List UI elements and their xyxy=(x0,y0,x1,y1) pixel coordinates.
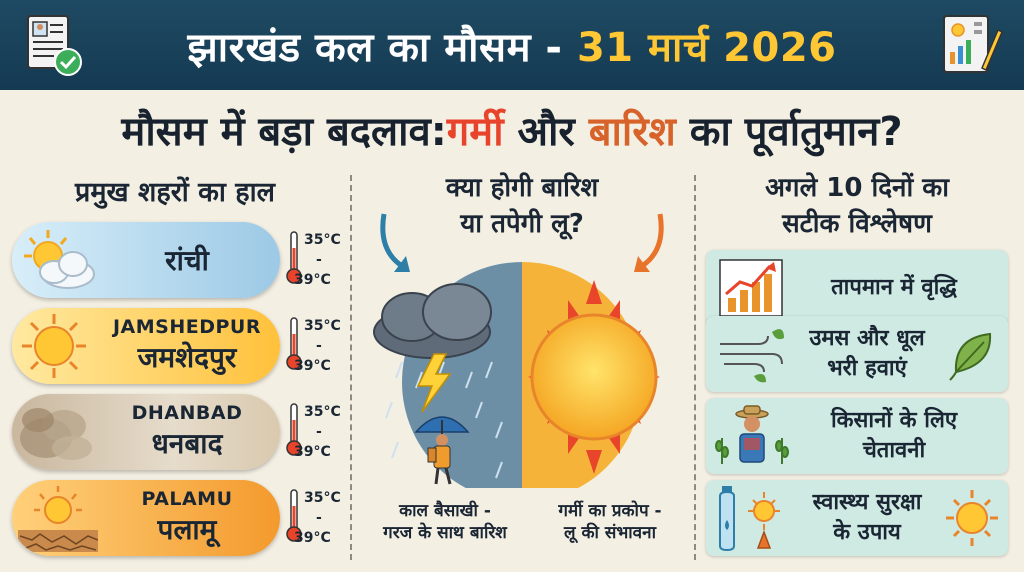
umbrella-person-icon xyxy=(414,416,470,485)
analysis-card-health: स्वास्थ्य सुरक्षा के उपाय xyxy=(706,480,1008,556)
temp-high: 39°C xyxy=(294,272,331,288)
analysis-card-farmers: किसानों के लिए चेतावनी xyxy=(706,398,1008,474)
leaf-icon xyxy=(949,332,992,381)
temp-high: 39°C xyxy=(294,530,331,546)
analysis-card-text: किसानों के लिए चेतावनी xyxy=(790,398,998,474)
analysis-card-text: उमस और धूल भरी हवाएं xyxy=(790,316,944,392)
sun-icon xyxy=(946,490,998,546)
right-column-title: अगले 10 दिनों का सटीक विश्लेषण xyxy=(706,170,1008,242)
middle-column-title: क्या होगी बारिश या तपेगी लू? xyxy=(362,170,682,242)
city-card-dhanbad: DHANBAD धनबाद xyxy=(12,394,280,470)
storm-cloud-icon xyxy=(373,283,492,359)
caption-heat-line2: लू की संभावना xyxy=(564,523,656,543)
analysis-card-line2: चेतावनी xyxy=(862,438,926,463)
bar-chart-rising-icon xyxy=(719,259,783,317)
caption-rain: काल बैसाखी - गरज के साथ बारिश xyxy=(360,500,530,544)
city-names: रांची xyxy=(102,222,272,298)
temp-high: 39°C xyxy=(294,444,331,460)
curved-arrow-left-icon xyxy=(380,213,410,272)
headline-part2: और xyxy=(503,108,589,155)
analysis-card-line2: के उपाय xyxy=(833,520,901,545)
right-title-line2: सटीक विश्लेषण xyxy=(782,209,932,239)
headline: मौसम में बड़ा बदलाव: गर्मी और बारिश का प… xyxy=(0,94,1024,164)
city-name-hindi: रांची xyxy=(165,244,209,277)
city-card-jamshedpur: JAMSHEDPUR जमशेदपुर xyxy=(12,308,280,384)
sun-cloud-icon xyxy=(24,230,95,289)
lightning-icon xyxy=(416,353,452,413)
top-banner: झारखंड कल का मौसम - 31 मार्च 2026 xyxy=(0,0,1024,90)
thermometer-icon xyxy=(286,317,302,370)
water-bottle-sun-icon xyxy=(719,486,780,552)
farmer-icon xyxy=(715,405,789,464)
headline-part1: मौसम में बड़ा बदलाव: xyxy=(121,108,447,155)
sun-icon xyxy=(22,314,86,378)
temp-dash: - xyxy=(316,338,322,354)
city-names: DHANBAD धनबाद xyxy=(102,394,272,470)
temp-dash: - xyxy=(316,252,322,268)
analysis-card-line2: भरी हवाएं xyxy=(827,356,907,381)
headline-rain: बारिश xyxy=(588,108,676,155)
thermometer-icon xyxy=(286,403,302,456)
analysis-card-humidity-dust: उमस और धूल भरी हवाएं xyxy=(706,316,1008,392)
curved-arrow-right-icon xyxy=(634,213,664,272)
city-name-english: DHANBAD xyxy=(131,402,243,424)
temp-low: 35°C xyxy=(304,232,341,248)
left-column-title: प्रमुख शहरों का हाल xyxy=(75,177,275,208)
city-name-english: PALAMU xyxy=(141,488,233,510)
temp-dash: - xyxy=(316,510,322,526)
analysis-card-text: तापमान में वृद्धि xyxy=(790,250,998,326)
caption-rain-line2: गरज के साथ बारिश xyxy=(383,523,507,543)
analysis-card-line1: स्वास्थ्य सुरक्षा xyxy=(812,490,922,515)
banner-title: झारखंड कल का मौसम - 31 मार्च 2026 xyxy=(187,18,836,73)
city-card-ranchi: रांची xyxy=(12,222,280,298)
analysis-card-line1: तापमान में वृद्धि xyxy=(831,275,957,300)
right-title-line1: अगले 10 दिनों का xyxy=(765,173,949,203)
analysis-card-temperature: तापमान में वृद्धि xyxy=(706,250,1008,326)
wind-leaf-icon xyxy=(720,329,784,383)
weather-chart-icon xyxy=(943,15,1003,73)
caption-heat-line1: गर्मी का प्रकोप - xyxy=(558,501,662,521)
temperature-ranchi: 35°C - 39°C xyxy=(286,222,346,298)
temp-low: 35°C xyxy=(304,404,341,420)
thermometer-icon xyxy=(286,231,302,284)
temp-low: 35°C xyxy=(304,490,341,506)
city-name-hindi: जमशेदपुर xyxy=(137,341,237,374)
city-name-english: JAMSHEDPUR xyxy=(112,316,261,338)
column-divider-right xyxy=(694,175,696,560)
dust-icon xyxy=(20,408,92,460)
banner-title-date: 31 मार्च 2026 xyxy=(576,24,837,71)
city-names: JAMSHEDPUR जमशेदपुर xyxy=(102,308,272,384)
analysis-card-line1: किसानों के लिए xyxy=(830,408,958,433)
caption-rain-line1: काल बैसाखी - xyxy=(399,501,491,521)
middle-title-line2: या तपेगी लू? xyxy=(460,209,584,239)
temp-high: 39°C xyxy=(294,358,331,374)
city-name-hindi: धनबाद xyxy=(151,427,223,460)
city-card-palamu: PALAMU पलामू xyxy=(12,480,280,556)
banner-title-main: झारखंड कल का मौसम - xyxy=(187,24,577,71)
city-name-hindi: पलामू xyxy=(157,513,217,546)
headline-hot: गर्मी xyxy=(446,108,504,155)
rain-vs-heat-scene xyxy=(373,262,660,488)
temperature-palamu: 35°C - 39°C xyxy=(286,480,346,556)
document-check-icon xyxy=(27,15,82,76)
temp-low: 35°C xyxy=(304,318,341,334)
cracked-earth-sun-icon xyxy=(18,486,98,552)
temperature-jamshedpur: 35°C - 39°C xyxy=(286,308,346,384)
caption-heat: गर्मी का प्रकोप - लू की संभावना xyxy=(530,500,690,544)
temp-dash: - xyxy=(316,424,322,440)
city-names: PALAMU पलामू xyxy=(102,480,272,556)
middle-title-line1: क्या होगी बारिश xyxy=(445,173,599,203)
analysis-card-text: स्वास्थ्य सुरक्षा के उपाय xyxy=(790,480,944,556)
analysis-card-line1: उमस और धूल xyxy=(809,326,925,351)
big-sun-icon xyxy=(528,280,660,474)
thermometer-icon xyxy=(286,489,302,542)
temperature-dhanbad: 35°C - 39°C xyxy=(286,394,346,470)
headline-part3: का पूर्वातुमान? xyxy=(675,108,903,155)
column-divider-left xyxy=(350,175,352,560)
